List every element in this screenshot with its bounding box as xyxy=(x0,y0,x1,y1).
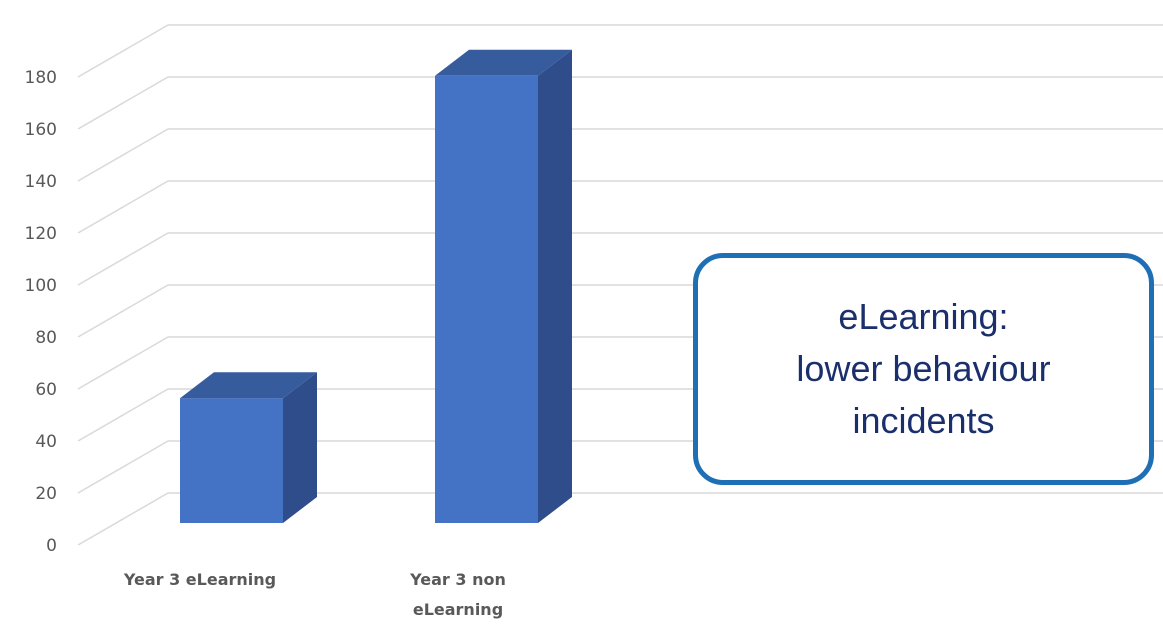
gridline xyxy=(77,232,1163,286)
bar-front xyxy=(435,75,538,524)
y-tick-label: 20 xyxy=(35,484,57,504)
gridline xyxy=(77,180,1163,234)
gridline xyxy=(77,492,1163,546)
y-tick-label: 160 xyxy=(25,120,57,140)
bar-side xyxy=(538,49,572,524)
y-tick-label: 60 xyxy=(35,380,57,400)
bar-top xyxy=(435,49,572,76)
y-tick-label: 140 xyxy=(25,172,57,192)
bar-front xyxy=(180,398,283,523)
x-axis-category-labels: Year 3 eLearning Year 3 non eLearning xyxy=(123,570,506,619)
gridlines xyxy=(77,24,1163,546)
y-tick-label: 0 xyxy=(46,536,57,556)
gridline xyxy=(77,128,1163,182)
y-tick-label: 100 xyxy=(25,276,57,296)
y-tick-label: 180 xyxy=(25,68,57,88)
y-axis-tick-labels: 0 20 40 60 80 100 120 140 160 180 xyxy=(25,68,57,556)
bar-side xyxy=(283,372,317,523)
x-category-label: Year 3 non eLearning xyxy=(409,570,506,619)
callout-line: eLearning: xyxy=(838,296,1009,337)
callout-line: incidents xyxy=(852,400,995,441)
y-tick-label: 120 xyxy=(25,224,57,244)
gridline xyxy=(77,24,1163,78)
bar xyxy=(180,372,317,523)
y-tick-label: 40 xyxy=(35,432,57,452)
bars xyxy=(180,49,572,524)
bar xyxy=(435,49,572,524)
callout-text: eLearning: lower behaviour incidents xyxy=(796,291,1050,447)
callout-box: eLearning: lower behaviour incidents xyxy=(693,253,1154,485)
y-tick-label: 80 xyxy=(35,328,57,348)
callout-line: lower behaviour xyxy=(796,348,1051,389)
bar-top xyxy=(180,372,317,399)
gridline xyxy=(77,76,1163,130)
x-category-label: Year 3 eLearning xyxy=(123,570,276,589)
